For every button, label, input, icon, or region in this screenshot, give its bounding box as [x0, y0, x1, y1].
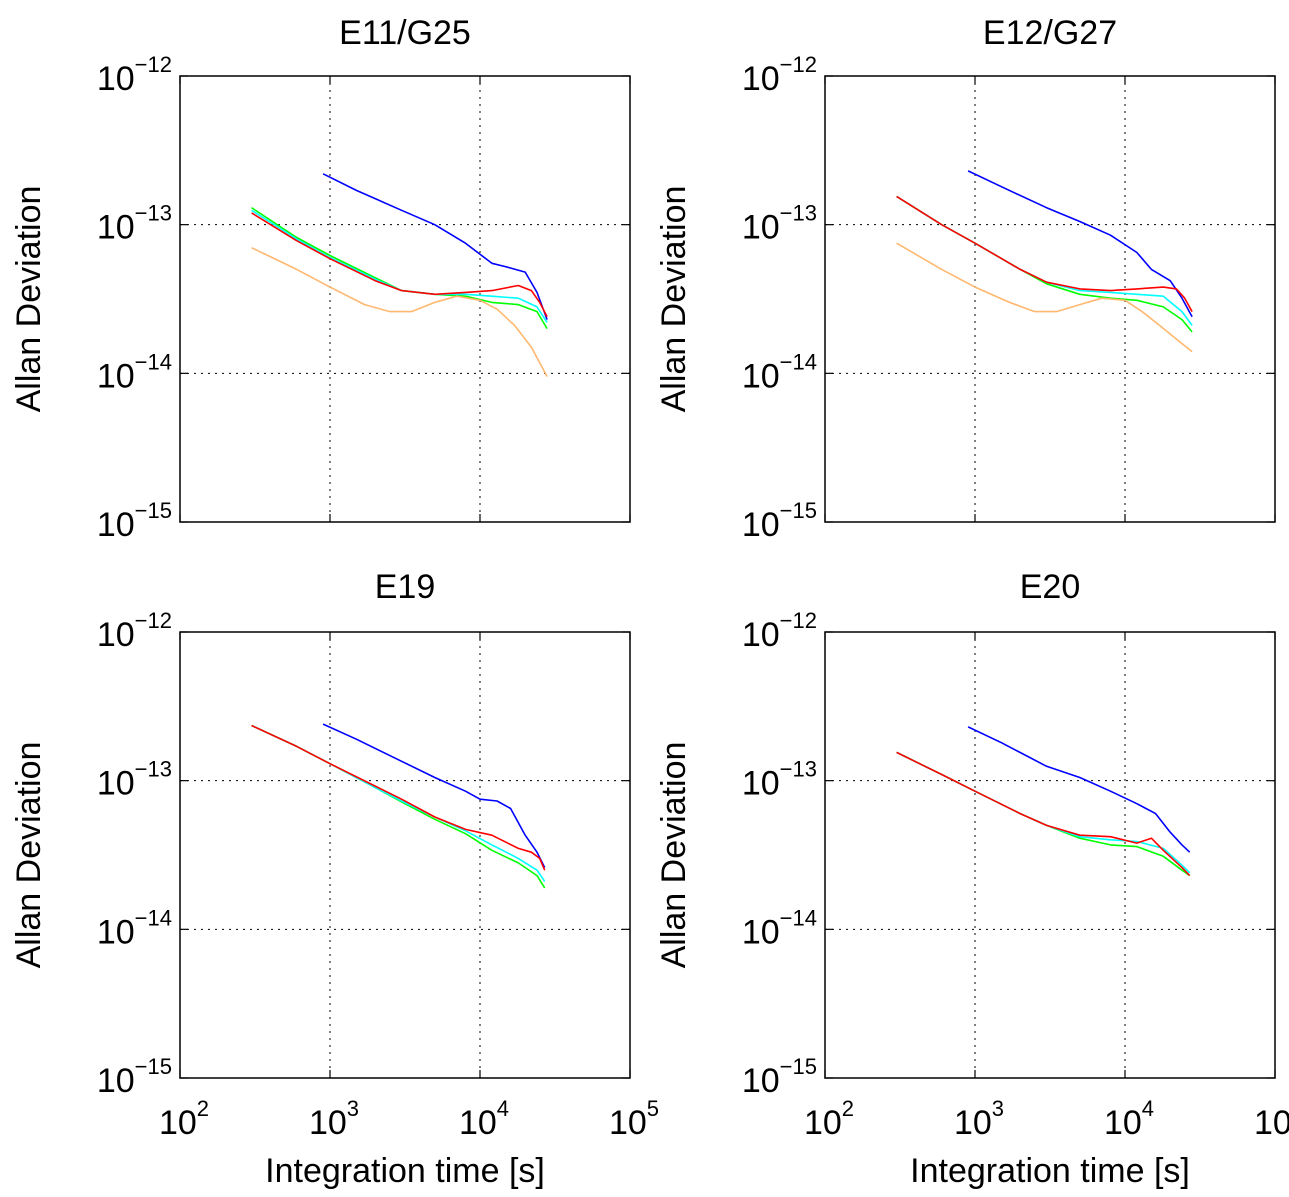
axes-frame	[179, 75, 631, 523]
series-line-4	[251, 724, 546, 871]
y-tick-label: 10−14	[97, 349, 172, 395]
x-tick-label: 105	[1254, 1096, 1289, 1142]
series-line-4	[251, 212, 548, 318]
x-axis-label: Integration time [s]	[910, 1152, 1190, 1190]
x-tick-label: 105	[609, 1096, 659, 1142]
y-tick-label: 10−14	[742, 905, 817, 951]
chart-title: E20	[1020, 568, 1081, 606]
y-tick-label: 10−12	[742, 608, 817, 654]
y-tick-label: 10−12	[97, 52, 172, 98]
y-tick-label: 10−14	[742, 349, 817, 395]
axes-frame	[179, 631, 631, 1079]
y-tick-label: 10−13	[97, 201, 172, 247]
chart-panel-1: E11/G25 10−15 10−14 10−13 10−12 Allan Deviati…	[10, 14, 631, 544]
y-tick-label: 10−15	[742, 1054, 817, 1100]
chart-title: E12/G27	[983, 14, 1117, 52]
chart-panel-4: E20 10−15 10−14 10−13 10−12 102 103 104 105 Allan…	[655, 568, 1289, 1190]
y-tick-label: 10−15	[97, 1054, 172, 1100]
y-tick-label: 10−13	[742, 201, 817, 247]
x-tick-label: 102	[159, 1096, 209, 1142]
y-axis-label: Allan Deviation	[10, 186, 48, 413]
y-tick-label: 10−14	[97, 905, 172, 951]
series-line-1	[967, 726, 1191, 853]
series-line-5	[896, 242, 1193, 353]
series-line-4	[896, 195, 1193, 312]
y-tick-label: 10−15	[97, 498, 172, 544]
y-axis-label: Allan Deviation	[10, 742, 48, 969]
x-tick-label: 103	[309, 1096, 359, 1142]
x-tick-label: 104	[459, 1096, 509, 1142]
chart-title: E19	[375, 568, 436, 606]
series-line-5	[251, 246, 548, 377]
series-line-4	[896, 751, 1191, 877]
y-tick-label: 10−13	[742, 757, 817, 803]
y-tick-label: 10−15	[742, 498, 817, 544]
x-tick-label: 104	[1104, 1096, 1154, 1142]
y-axis-label: Allan Deviation	[655, 742, 693, 969]
y-axis-label: Allan Deviation	[655, 186, 693, 413]
y-tick-label: 10−12	[742, 52, 817, 98]
y-tick-label: 10−13	[97, 757, 172, 803]
axes-frame	[824, 631, 1276, 1079]
x-tick-label: 103	[954, 1096, 1004, 1142]
y-tick-label: 10−12	[97, 608, 172, 654]
chart-panel-3: E19 10−15 10−14 10−13 10−12 102 103 104 105 Allan…	[10, 568, 659, 1190]
x-tick-label: 102	[804, 1096, 854, 1142]
x-axis-label: Integration time [s]	[265, 1152, 545, 1190]
chart-panel-2: E12/G27 10−15 10−14 10−13 10−12 Allan Deviati…	[655, 14, 1276, 544]
axes-frame	[824, 75, 1276, 523]
series-line-1	[322, 723, 546, 868]
chart-title: E11/G25	[339, 14, 471, 52]
series-line-1	[322, 173, 548, 320]
